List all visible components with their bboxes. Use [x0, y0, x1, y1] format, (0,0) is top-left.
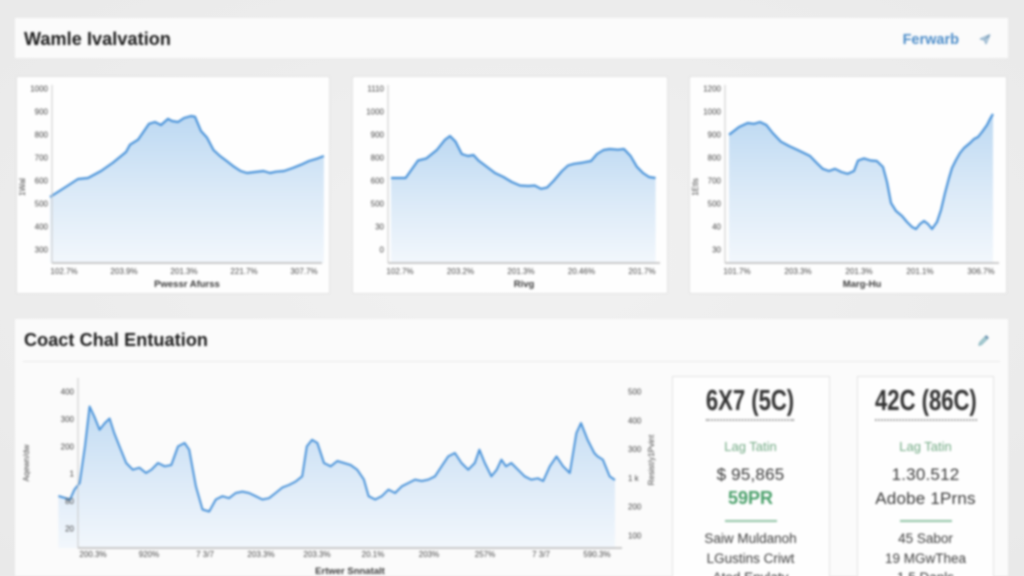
svg-text:Rivg: Rivg — [514, 279, 535, 290]
svg-text:306.7%: 306.7% — [967, 267, 994, 276]
svg-text:300: 300 — [35, 246, 49, 255]
svg-text:102.7%: 102.7% — [50, 267, 77, 276]
svg-text:101.7%: 101.7% — [723, 267, 750, 276]
svg-text:700: 700 — [35, 154, 49, 163]
svg-text:Pwessr Afurss: Pwessr Afurss — [154, 279, 220, 290]
svg-text:1Wal: 1Wal — [18, 178, 27, 196]
svg-text:0: 0 — [380, 246, 385, 255]
svg-text:Ertwer Snnatalt: Ertwer Snnatalt — [315, 566, 386, 576]
svg-text:800: 800 — [371, 154, 385, 163]
svg-text:920%: 920% — [139, 550, 159, 559]
svg-text:7 3/7: 7 3/7 — [532, 550, 550, 559]
svg-text:307.7%: 307.7% — [290, 267, 317, 276]
svg-text:500: 500 — [708, 200, 722, 209]
svg-text:201.1%: 201.1% — [906, 267, 933, 276]
svg-text:203%: 203% — [419, 550, 439, 559]
svg-text:1000: 1000 — [703, 108, 721, 117]
svg-text:1200: 1200 — [703, 85, 721, 94]
svg-text:300: 300 — [61, 415, 75, 424]
svg-text:600: 600 — [35, 177, 49, 186]
svg-text:400: 400 — [35, 223, 49, 232]
svg-text:Marg-Hu: Marg-Hu — [843, 279, 882, 290]
svg-text:900: 900 — [35, 108, 49, 117]
svg-text:400: 400 — [61, 388, 75, 397]
svg-text:700: 700 — [708, 177, 722, 186]
svg-text:1 k: 1 k — [628, 474, 640, 483]
svg-text:500: 500 — [628, 388, 642, 397]
svg-text:30: 30 — [712, 246, 721, 255]
svg-text:800: 800 — [708, 154, 722, 163]
svg-text:201.7%: 201.7% — [628, 267, 655, 276]
svg-text:200: 200 — [628, 503, 642, 512]
svg-text:221.7%: 221.7% — [230, 267, 257, 276]
svg-text:201.3%: 201.3% — [845, 267, 872, 276]
svg-text:203.3%: 203.3% — [784, 267, 811, 276]
svg-text:900: 900 — [371, 131, 385, 140]
svg-text:590.3%: 590.3% — [583, 550, 610, 559]
svg-text:1Etls: 1Etls — [691, 178, 700, 196]
svg-text:1: 1 — [70, 470, 75, 479]
svg-text:200.3%: 200.3% — [79, 550, 106, 559]
svg-text:203.3%: 203.3% — [247, 550, 274, 559]
svg-text:257%: 257% — [475, 550, 495, 559]
svg-text:201.3%: 201.3% — [170, 267, 197, 276]
svg-text:20.46%: 20.46% — [568, 267, 595, 276]
svg-text:500: 500 — [35, 200, 49, 209]
svg-text:900: 900 — [708, 131, 722, 140]
svg-text:100: 100 — [628, 532, 642, 541]
svg-text:400: 400 — [628, 416, 642, 425]
svg-text:800: 800 — [35, 131, 49, 140]
svg-text:600: 600 — [371, 177, 385, 186]
svg-text:500: 500 — [371, 200, 385, 209]
svg-text:Aqewn/dw: Aqewn/dw — [22, 444, 31, 481]
svg-text:1000: 1000 — [366, 108, 384, 117]
svg-text:20: 20 — [65, 525, 74, 534]
svg-text:200: 200 — [61, 442, 75, 451]
svg-text:300: 300 — [628, 445, 642, 454]
svg-text:30: 30 — [375, 223, 384, 232]
svg-text:20.1%: 20.1% — [362, 550, 385, 559]
svg-text:203.2%: 203.2% — [447, 267, 474, 276]
svg-text:203.9%: 203.9% — [110, 267, 137, 276]
svg-text:Resist/y1Pvint: Resist/y1Pvint — [647, 434, 656, 485]
svg-text:203.3%: 203.3% — [303, 550, 330, 559]
svg-text:1000: 1000 — [30, 85, 48, 94]
svg-text:201.3%: 201.3% — [507, 267, 534, 276]
svg-text:1110: 1110 — [367, 85, 384, 94]
svg-text:40: 40 — [712, 223, 721, 232]
svg-text:80: 80 — [65, 497, 74, 506]
svg-text:7 3/7: 7 3/7 — [196, 550, 214, 559]
svg-text:102.7%: 102.7% — [386, 267, 413, 276]
